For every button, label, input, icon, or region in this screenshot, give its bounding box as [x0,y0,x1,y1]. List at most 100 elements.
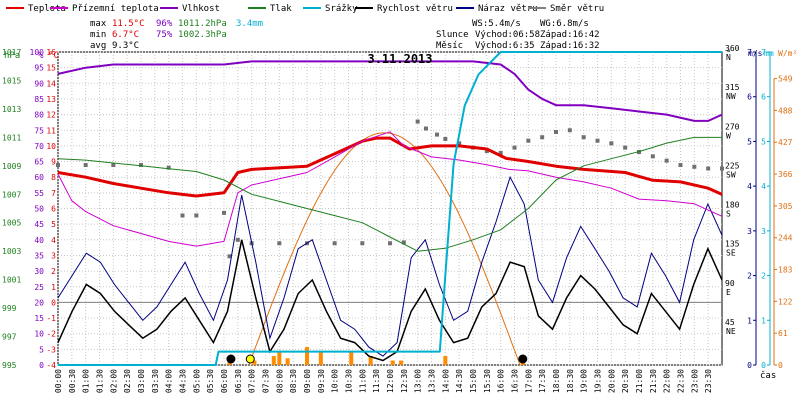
legend-label: Přízemní teplota [72,4,159,14]
wind-dir-point [401,240,406,245]
wind-dir-point [423,126,428,131]
wm2-tick: 488 [778,106,793,115]
hum-tick: 100 [30,48,45,57]
press-tick: 1015 [2,76,21,85]
x-tick: 19:30 [594,369,603,393]
x-tick: 11:30 [372,369,381,393]
x-tick: 12:30 [400,369,409,393]
dir-tick-value: 45 [725,318,735,327]
temp-tick: 6 [51,205,56,214]
ms-tick: 4 [747,182,752,191]
dir-tick-cardinal: W [726,131,731,140]
press-tick: 1007 [2,190,21,199]
press-tick: 995 [2,361,17,370]
dir-tick-value: 315 [725,83,740,92]
stats-max-rain: 3.4mm [236,19,263,29]
legend-label: Teplota [28,4,66,14]
mm-tick: 1 [761,316,766,325]
temp-tick: -2 [46,330,56,339]
wind-dir-point [443,136,448,141]
temp-tick: 2 [51,267,56,276]
dir-tick-cardinal: NE [726,327,736,336]
x-tick: 16:00 [497,369,506,393]
sun-label: Slunce [436,30,469,40]
x-tick: 04:30 [179,369,188,393]
dir-tick-cardinal: SE [726,249,736,258]
axis-label-pct: % [38,51,44,61]
temp-tick: 1 [51,283,56,292]
x-tick: 10:30 [345,369,354,393]
hum-tick: 40 [34,236,44,245]
temp-tick: 3 [51,251,56,260]
hum-tick: 95 [34,64,44,73]
ms-tick: 0 [747,361,752,370]
x-tick: 03:00 [137,369,146,393]
wind-dir-point [526,138,531,143]
mm-tick: 5 [761,137,766,146]
x-tick: 13:30 [428,369,437,393]
axis-label-deg: ° [726,49,731,59]
temp-tick: 11 [46,126,56,135]
x-tick: 02:00 [109,369,118,393]
rain-bar [285,358,290,365]
wind-dir-point [222,210,226,215]
wind-dir-point [484,149,489,154]
wind-dir-point [235,237,240,242]
wind-dir-point [111,163,116,168]
wind-dir-point [623,145,628,150]
stats-max-label: max [90,19,107,29]
axis-label-mm: mm [764,49,774,58]
sun-marker [245,354,255,364]
dir-tick-value: 135 [725,240,740,249]
series-line-4 [58,51,722,366]
x-tick: 06:30 [234,369,243,393]
x-tick: 09:30 [317,369,326,393]
wind-dir-point [194,213,199,218]
hum-tick: 55 [34,189,44,198]
rain-bar [277,351,282,365]
wm2-tick: 366 [778,170,793,179]
hum-tick: 75 [34,126,44,135]
wind-speed-line [57,239,723,362]
x-tick: 07:30 [262,369,271,393]
wind-dir-point [227,254,232,259]
wm2-tick: 61 [778,329,788,338]
press-tick: 1009 [2,162,21,171]
temp-tick: 15 [46,64,56,73]
ms-tick: 1 [747,316,752,325]
wind-dir-point [554,129,558,134]
mm-tick: 0 [761,361,766,370]
temp-tick: 14 [46,79,56,88]
stats-avg-label: avg [90,41,106,51]
hum-tick: 10 [34,330,44,339]
dir-tick-value: 225 [725,161,740,170]
x-tick: 08:30 [289,369,298,393]
temp-tick: 0 [51,298,56,307]
temp-tick: 5 [51,220,56,229]
temp-tick: 12 [46,111,56,120]
mm-tick: 3 [761,227,766,236]
x-tick: 04:00 [165,369,174,393]
ms-tick: 6 [747,93,752,102]
x-tick: 16:30 [511,369,520,393]
temp-tick: 7 [51,189,56,198]
ms-tick: 5 [747,137,752,146]
hum-tick: 60 [34,173,44,182]
wind-dir-point [139,163,143,168]
x-tick: 19:00 [580,369,589,393]
temp-tick: 10 [46,142,56,151]
wind-dir-point [180,213,185,218]
x-tick: 13:00 [414,369,423,393]
wind-dir-point [609,141,614,146]
moonset: Západ:16:32 [540,41,600,51]
hum-tick: 15 [34,314,44,323]
x-tick: 06:00 [220,369,229,393]
x-tick: 18:00 [552,369,561,393]
dir-tick-cardinal: S [726,210,731,219]
hum-tick: 70 [34,142,44,151]
stats-max-press: 1011.2hPa [178,19,227,29]
wind-gust-line [57,175,723,357]
wind-dir-point [706,166,711,171]
x-tick: 21:30 [649,369,658,393]
